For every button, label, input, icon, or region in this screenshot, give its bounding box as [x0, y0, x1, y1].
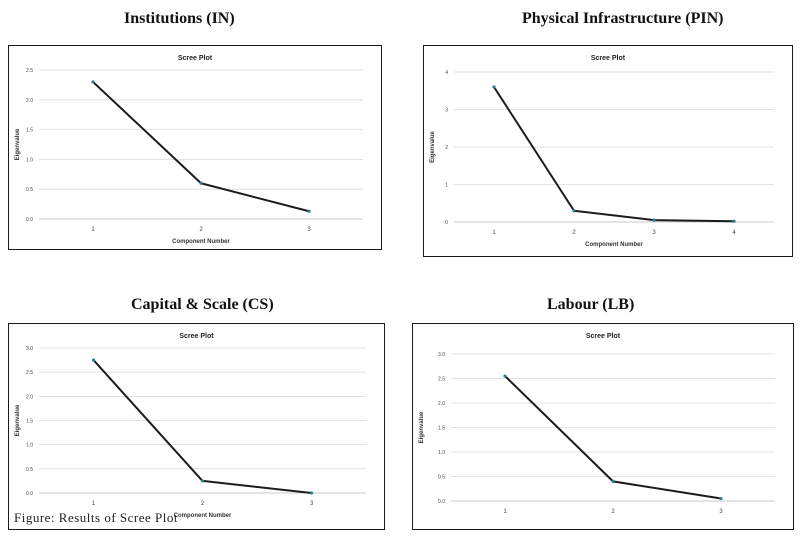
y-tick-label: 3.0	[26, 346, 33, 352]
scree-plot-institutions: Scree Plot 0.0 0.5 1.0 1.5 2.0 2.5 1 2 3 Component…	[8, 45, 382, 250]
x-tick-label: 1	[503, 509, 507, 515]
x-tick-label: 2	[201, 501, 205, 507]
y-tick-label: 1	[445, 183, 448, 189]
figure-caption: Figure: Results of Scree Plot	[14, 510, 178, 525]
x-axis-label: Component Number	[172, 239, 230, 245]
data-point	[309, 491, 314, 495]
y-tick-label: 0.5	[26, 467, 33, 473]
panel-heading-physical-infrastructure: Physical Infrastructure (PIN)	[522, 10, 724, 27]
chart-title: Scree Plot	[591, 55, 626, 62]
y-axis-label: Eigenvalue	[15, 404, 21, 436]
y-tick-label: 1.0	[26, 157, 33, 163]
chart-svg: Scree Plot 0.0 0.5 1.0 1.5 2.0 2.5 3.0 1 2 3 Compon…	[15, 333, 366, 519]
x-tick-label: 4	[732, 230, 736, 236]
x-tick-label: 2	[199, 227, 203, 233]
series-line	[493, 86, 735, 223]
y-axis-label: Eigenvalue	[419, 411, 425, 443]
x-tick-label: 3	[652, 230, 656, 236]
y-tick-label: 1.5	[26, 419, 33, 425]
data-point	[652, 218, 656, 222]
y-tick-label: 2.0	[26, 394, 33, 400]
y-tick-label: 4	[445, 70, 448, 76]
x-axis-label: Component Number	[174, 513, 232, 519]
panel-heading-labour: Labour (LB)	[547, 296, 635, 313]
y-tick-label: 3.0	[438, 352, 445, 358]
y-tick-label: 2	[445, 145, 448, 151]
y-tick-label: 0.0	[26, 491, 33, 497]
y-tick-label: 3	[445, 108, 448, 114]
y-tick-label: 1.5	[438, 426, 445, 432]
data-point	[572, 209, 576, 213]
y-tick-label: 2.5	[26, 68, 33, 74]
chart-svg: Scree Plot 0 1 2 3 4 1 2 3 4 Component Number Eigen…	[430, 55, 774, 248]
series-line	[92, 359, 312, 494]
y-tick-label: 0.0	[26, 217, 33, 223]
y-tick-label: 0.0	[438, 499, 445, 505]
data-point	[611, 479, 615, 483]
x-tick-label: 2	[572, 230, 576, 236]
y-axis-label: Eigenvalue	[15, 128, 21, 160]
data-point	[492, 85, 496, 89]
x-tick-label: 3	[310, 501, 314, 507]
x-axis-label: Component Number	[585, 242, 643, 248]
data-point	[91, 80, 95, 84]
series-line	[92, 81, 310, 213]
scree-plot-labour: Scree Plot 0.0 0.5 1.0 1.5 2.0 2.5 3.0 1 2 3 Eigenv…	[412, 323, 794, 530]
y-tick-label: 2.0	[438, 401, 445, 407]
y-tick-label: 2.5	[26, 370, 33, 376]
scree-plot-physical-infrastructure: Scree Plot 0 1 2 3 4 1 2 3 4 Component Number Eigen…	[423, 45, 793, 257]
chart-svg: Scree Plot 0.0 0.5 1.0 1.5 2.0 2.5 1 2 3 Component…	[15, 55, 363, 245]
x-tick-label: 1	[92, 501, 96, 507]
chart-title: Scree Plot	[179, 333, 214, 340]
y-tick-label: 1.0	[438, 450, 445, 456]
data-point	[503, 374, 507, 378]
data-point	[200, 479, 205, 483]
data-point	[199, 181, 203, 185]
x-tick-label: 2	[611, 509, 615, 515]
y-tick-label: 0.5	[438, 475, 445, 481]
y-axis-label: Eigenvalue	[430, 131, 436, 163]
y-tick-label: 2.0	[26, 98, 33, 104]
x-tick-label: 3	[719, 509, 723, 515]
data-point	[91, 358, 96, 362]
chart-svg: Scree Plot 0.0 0.5 1.0 1.5 2.0 2.5 3.0 1 2 3 Eigenv…	[419, 333, 775, 515]
panel-heading-institutions: Institutions (IN)	[124, 10, 235, 27]
data-point	[732, 219, 736, 223]
y-tick-label: 1.5	[26, 128, 33, 134]
x-tick-label: 1	[492, 230, 496, 236]
y-tick-label: 0	[445, 220, 448, 226]
scree-plot-capital-scale: Scree Plot 0.0 0.5 1.0 1.5 2.0 2.5 3.0 1 2 3 Compon…	[8, 323, 385, 530]
y-tick-label: 2.5	[438, 377, 445, 383]
y-tick-label: 1.0	[26, 443, 33, 449]
x-tick-label: 3	[307, 227, 311, 233]
x-tick-label: 1	[91, 227, 95, 233]
data-point	[719, 496, 723, 501]
chart-title: Scree Plot	[178, 55, 213, 62]
chart-title: Scree Plot	[586, 333, 621, 340]
y-tick-label: 0.5	[26, 187, 33, 193]
data-point	[307, 209, 311, 213]
panel-heading-capital-scale: Capital & Scale (CS)	[131, 296, 274, 313]
